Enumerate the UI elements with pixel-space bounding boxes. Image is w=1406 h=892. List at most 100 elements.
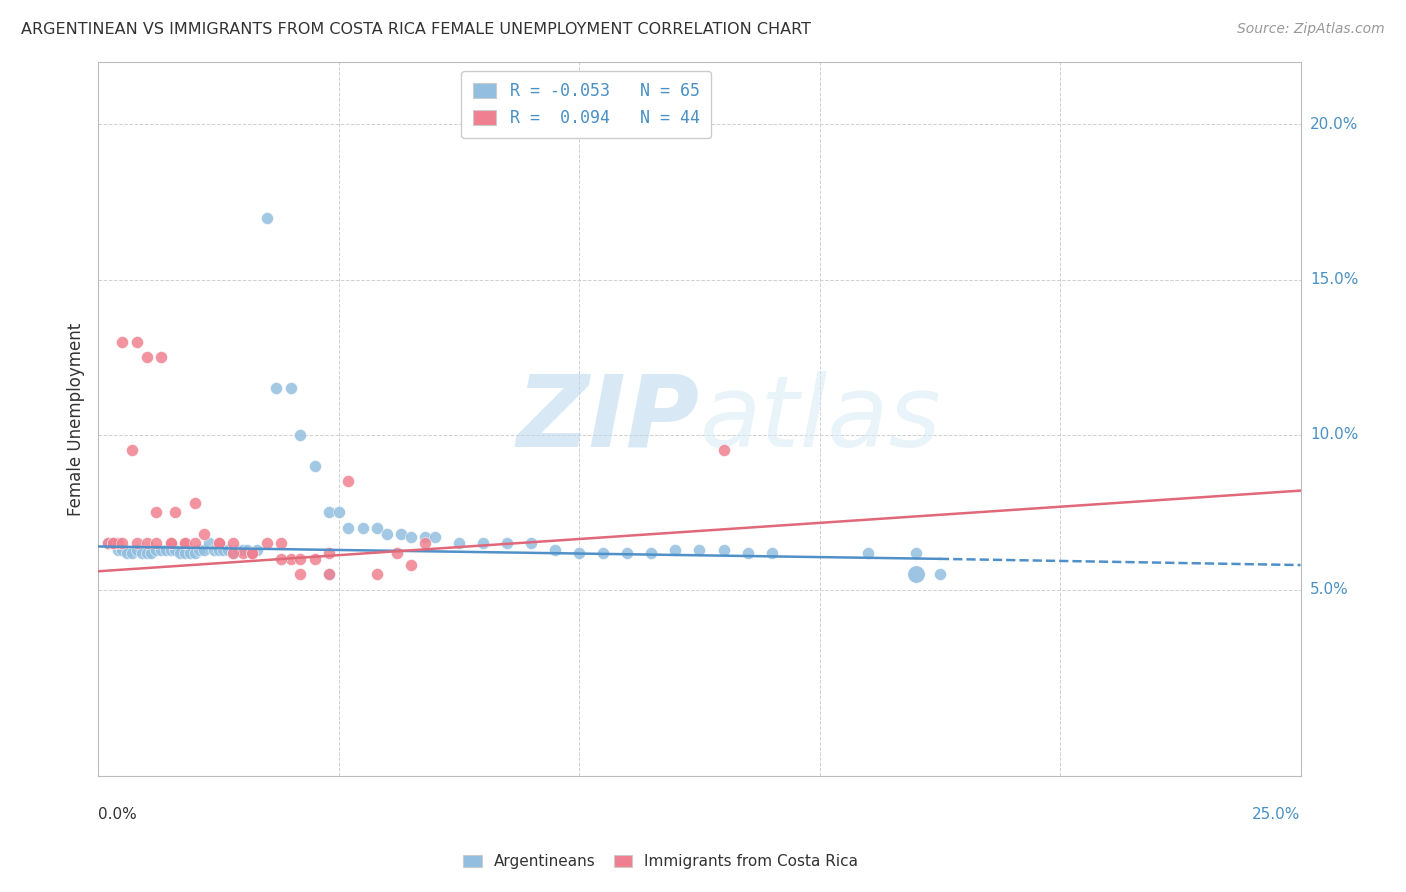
Point [856, 546, 879, 560]
Point [183, 496, 205, 510]
Point [640, 546, 662, 560]
Point [240, 546, 263, 560]
Point [304, 458, 326, 473]
Point [337, 521, 360, 535]
Point [198, 536, 221, 550]
Point [193, 527, 215, 541]
Point [159, 536, 181, 550]
Text: ZIP: ZIP [516, 371, 699, 467]
Point [117, 546, 139, 560]
Point [256, 536, 278, 550]
Point [193, 542, 215, 557]
Text: ARGENTINEAN VS IMMIGRANTS FROM COSTA RICA FEMALE UNEMPLOYMENT CORRELATION CHART: ARGENTINEAN VS IMMIGRANTS FROM COSTA RIC… [21, 22, 811, 37]
Point [290, 427, 312, 442]
Point [266, 381, 288, 395]
Point [713, 443, 735, 458]
Point [159, 542, 181, 557]
Point [111, 334, 134, 349]
Point [174, 546, 197, 560]
Point [188, 542, 211, 557]
Point [149, 542, 172, 557]
Point [423, 530, 446, 544]
Point [290, 567, 312, 582]
Point [280, 381, 302, 395]
Point [761, 546, 783, 560]
Text: 5.0%: 5.0% [1310, 582, 1348, 598]
Point [145, 536, 167, 550]
Text: 20.0%: 20.0% [1310, 117, 1358, 132]
Point [208, 542, 231, 557]
Point [155, 542, 177, 557]
Point [520, 536, 543, 550]
Point [240, 546, 263, 560]
Point [447, 536, 470, 550]
Point [399, 530, 422, 544]
Point [226, 542, 249, 557]
Point [121, 546, 143, 560]
Point [385, 546, 408, 560]
Point [616, 546, 638, 560]
Point [904, 567, 927, 582]
Point [904, 546, 927, 560]
Point [165, 505, 187, 519]
Point [107, 542, 129, 557]
Point [236, 542, 259, 557]
Point [121, 443, 143, 458]
Point [165, 542, 187, 557]
Point [212, 542, 235, 557]
Point [318, 567, 340, 582]
Point [174, 536, 197, 550]
Point [664, 542, 686, 557]
Text: 15.0%: 15.0% [1310, 272, 1358, 287]
Point [97, 536, 120, 550]
Point [472, 536, 495, 550]
Text: 10.0%: 10.0% [1310, 427, 1358, 442]
Point [568, 546, 591, 560]
Point [688, 542, 710, 557]
Point [135, 350, 157, 364]
Text: atlas: atlas [699, 371, 941, 467]
Point [389, 527, 412, 541]
Point [125, 536, 148, 550]
Point [174, 536, 197, 550]
Point [149, 350, 172, 364]
Text: Source: ZipAtlas.com: Source: ZipAtlas.com [1237, 22, 1385, 37]
Y-axis label: Female Unemployment: Female Unemployment [66, 323, 84, 516]
Point [246, 542, 269, 557]
Point [107, 536, 129, 550]
Point [318, 567, 340, 582]
Point [145, 542, 167, 557]
Point [222, 536, 245, 550]
Point [222, 546, 245, 560]
Point [304, 552, 326, 566]
Point [141, 546, 163, 560]
Point [337, 475, 360, 489]
Text: 0.0%: 0.0% [98, 806, 138, 822]
Point [280, 552, 302, 566]
Legend: R = -0.053   N = 65, R =  0.094   N = 44: R = -0.053 N = 65, R = 0.094 N = 44 [461, 70, 711, 138]
Point [240, 546, 263, 560]
Point [737, 546, 759, 560]
Point [415, 530, 437, 544]
Point [101, 536, 124, 550]
Point [232, 542, 254, 557]
Point [713, 542, 735, 557]
Point [101, 536, 124, 550]
Point [496, 536, 519, 550]
Point [366, 567, 388, 582]
Point [145, 505, 167, 519]
Point [270, 552, 292, 566]
Point [217, 542, 239, 557]
Point [183, 546, 205, 560]
Point [169, 546, 191, 560]
Point [256, 211, 278, 225]
Point [328, 505, 350, 519]
Point [125, 542, 148, 557]
Point [111, 536, 134, 550]
Point [318, 505, 340, 519]
Point [179, 546, 201, 560]
Point [270, 536, 292, 550]
Point [928, 567, 950, 582]
Point [202, 542, 225, 557]
Point [318, 546, 340, 560]
